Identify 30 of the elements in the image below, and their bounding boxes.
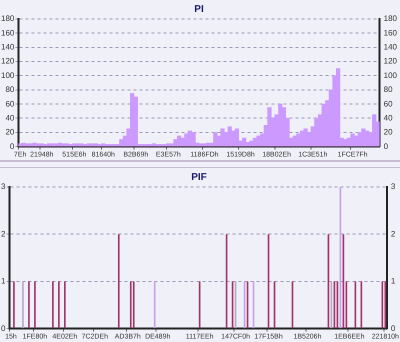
y2-tick-label: 180 bbox=[384, 14, 398, 24]
y-tick-label: 80 bbox=[5, 85, 15, 94]
y2-tick-label: 40 bbox=[384, 113, 394, 122]
y-tick-label: 3 bbox=[0, 182, 6, 192]
y-tick-label: 100 bbox=[0, 70, 15, 80]
chart-title: PI bbox=[194, 4, 204, 15]
y-tick-label: 1 bbox=[0, 276, 6, 286]
y-tick-label: 0 bbox=[0, 324, 6, 333]
y-tick-label: 120 bbox=[0, 56, 15, 66]
y-tick-label: 0 bbox=[10, 142, 15, 151]
y2-tick-label: 80 bbox=[384, 85, 394, 94]
y-tick-label: 180 bbox=[0, 14, 15, 24]
y2-tick-label: 1 bbox=[390, 276, 396, 286]
y2-tick-label: 140 bbox=[384, 42, 398, 52]
y2-tick-label: 0 bbox=[390, 324, 396, 333]
y2-tick-label: 60 bbox=[384, 99, 394, 108]
y-tick-label: 140 bbox=[0, 42, 15, 52]
y2-tick-label: 20 bbox=[384, 128, 394, 137]
y2-tick-label: 160 bbox=[384, 28, 398, 38]
y2-tick-label: 100 bbox=[384, 70, 398, 80]
y-tick-label: 60 bbox=[5, 99, 15, 108]
y2-tick-label: 0 bbox=[384, 142, 389, 151]
y2-tick-label: 3 bbox=[390, 182, 396, 192]
y-tick-label: 20 bbox=[5, 128, 15, 137]
y-tick-label: 160 bbox=[0, 28, 15, 38]
y-tick-label: 40 bbox=[5, 113, 15, 122]
chart-title: PIF bbox=[191, 172, 207, 183]
y-tick-label: 2 bbox=[0, 229, 6, 238]
y2-tick-label: 2 bbox=[390, 229, 396, 238]
y2-tick-label: 120 bbox=[384, 56, 398, 66]
